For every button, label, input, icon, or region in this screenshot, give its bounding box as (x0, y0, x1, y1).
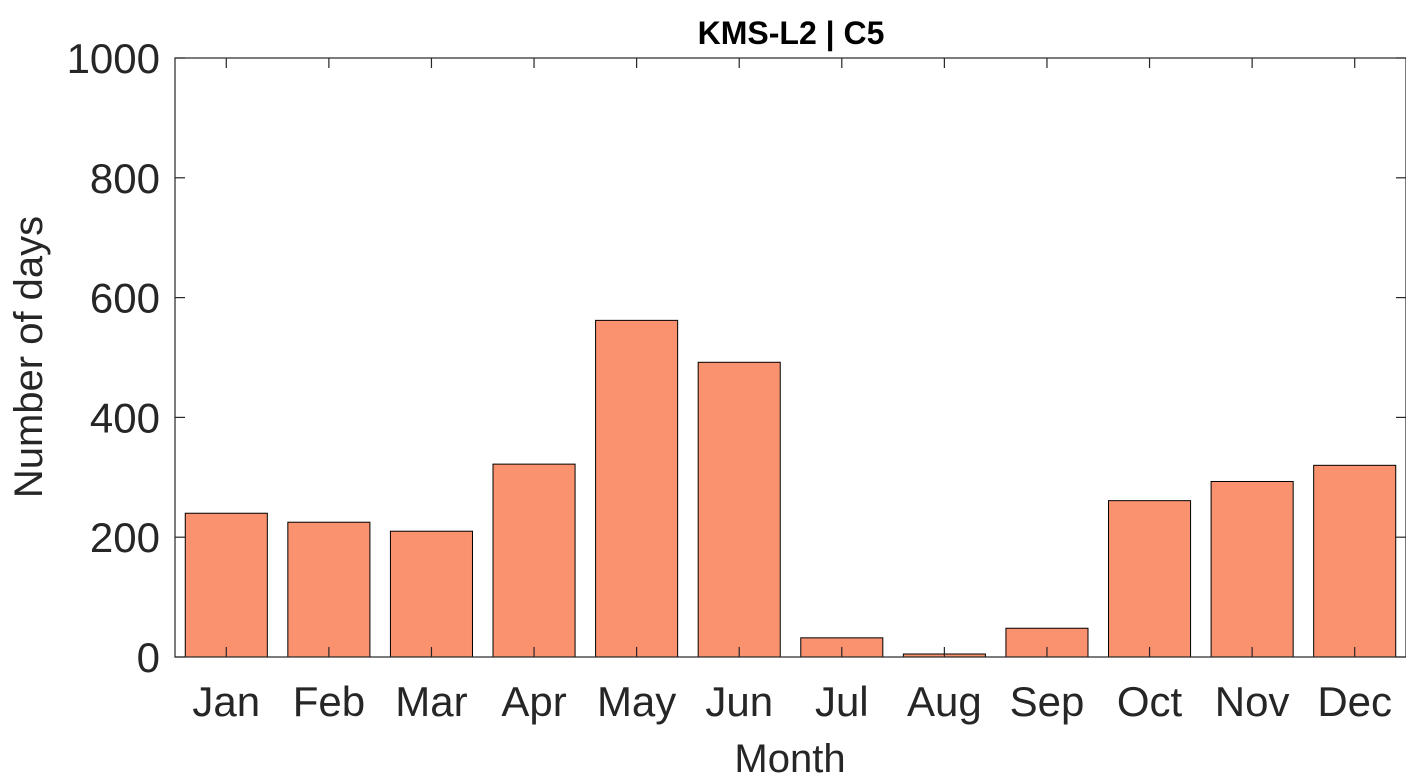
y-tick-label: 1000 (67, 35, 160, 82)
x-tick-label: Oct (1117, 678, 1183, 725)
x-tick-label: Dec (1317, 678, 1392, 725)
x-tick-label: Sep (1010, 678, 1085, 725)
bar-feb (287, 521, 371, 658)
x-tick-label: Aug (907, 678, 982, 725)
x-tick-label: Jan (192, 678, 260, 725)
bar-apr (492, 463, 576, 658)
bar-mar (389, 530, 473, 658)
y-tick-label: 200 (90, 514, 160, 561)
x-tick-label: Feb (293, 678, 365, 725)
plot-frame (174, 57, 1406, 658)
x-tick-labels: Jan Feb Mar Apr May Jun Jul Aug Sep Oct Nov Dec (192, 678, 1392, 725)
x-axis-label: Month (734, 737, 845, 781)
bar-nov (1210, 480, 1294, 658)
bar-jun (697, 361, 781, 658)
x-tick-label: Mar (395, 678, 467, 725)
y-tick-labels: 0 200 400 600 800 1000 (67, 35, 160, 681)
x-tick-label: Jul (815, 678, 869, 725)
bar-oct (1108, 500, 1192, 658)
x-tick-label: Jun (705, 678, 773, 725)
bars-group (184, 319, 1397, 658)
y-axis-label: Number of days (7, 216, 51, 498)
bar-jan (184, 512, 268, 658)
x-tick-label: Apr (501, 678, 566, 725)
ticks-group (175, 57, 1406, 658)
y-tick-label: 600 (90, 275, 160, 322)
x-tick-label: May (597, 678, 676, 725)
chart-title: KMS-L2 | C5 (698, 15, 885, 51)
y-tick-label: 0 (137, 634, 160, 681)
y-tick-label: 400 (90, 394, 160, 441)
y-tick-label: 800 (90, 155, 160, 202)
x-tick-label: Nov (1215, 678, 1290, 725)
bar-dec (1313, 464, 1397, 658)
bar-may (595, 319, 679, 658)
